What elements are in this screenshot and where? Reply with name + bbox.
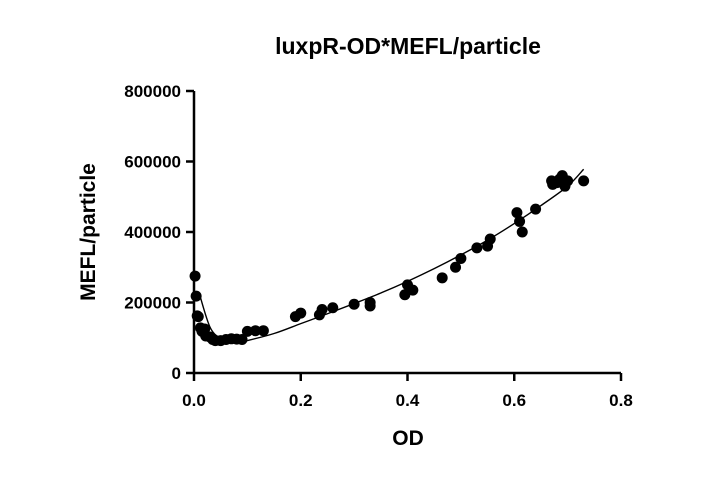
data-point [436,272,448,284]
data-point [348,298,360,310]
data-point [192,311,204,323]
data-point [562,175,574,187]
data-point [327,302,339,314]
x-tick-label: 0.4 [396,391,420,410]
data-point [316,304,328,316]
fit-curve [198,168,585,343]
data-point [236,334,248,346]
plot-area: 0 200000 400000 600000 800000 0.0 0.2 0.4 0.6 0.8 [124,82,633,410]
data-point [241,325,253,337]
data-point [407,284,419,296]
data-point [190,290,202,302]
data-point [364,300,376,312]
y-tick-label: 400000 [124,223,181,242]
data-point [514,215,526,227]
data-point [399,289,411,301]
data-point [257,325,269,337]
data-point [295,307,307,319]
x-axis-label: OD [392,427,424,450]
x-tick-label: 0.0 [182,391,206,410]
data-point [530,203,542,215]
x-tick-label: 0.6 [502,391,526,410]
data-point [516,226,528,238]
data-point [249,325,261,337]
data-point [471,242,483,254]
data-point [578,175,590,187]
y-tick-label: 200000 [124,294,181,313]
data-point [511,207,523,219]
y-axis-label: MEFL/particle [77,163,100,301]
chart-title: luxpR-OD*MEFL/particle [275,33,541,59]
data-point [189,270,201,282]
data-point [484,233,496,245]
data-point [450,261,462,273]
x-tick-label: 0.8 [609,391,633,410]
y-tick-label: 600000 [124,153,181,172]
y-tick-label: 800000 [124,82,181,101]
y-tick-label: 0 [172,364,181,383]
x-tick-label: 0.2 [289,391,313,410]
data-point [455,252,467,264]
